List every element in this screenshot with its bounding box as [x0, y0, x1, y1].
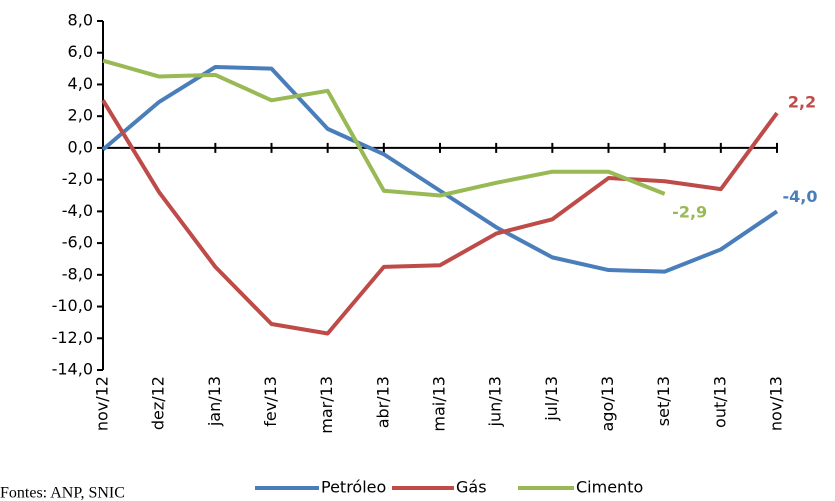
y-tick-label: 0,0 — [68, 137, 93, 156]
x-tick-label: fev/13 — [261, 376, 280, 427]
x-tick-label: set/13 — [654, 376, 673, 426]
y-tick-label: 4,0 — [68, 74, 93, 93]
x-tick-label: dez/12 — [149, 376, 168, 430]
source-note: Fontes: ANP, SNIC — [0, 485, 125, 501]
y-tick-label: 8,0 — [68, 11, 93, 30]
x-tick-label: jan/13 — [205, 376, 224, 427]
x-tick-label: out/13 — [710, 376, 729, 428]
legend-label: Gás — [456, 478, 487, 497]
x-tick-label: nov/13 — [767, 376, 786, 431]
y-tick-label: 6,0 — [68, 42, 93, 61]
value-label: -4,0 — [783, 187, 818, 206]
legend-label: Cimento — [576, 478, 643, 497]
y-tick-label: -8,0 — [62, 264, 93, 283]
y-tick-label: -12,0 — [52, 328, 93, 347]
x-tick-label: ago/13 — [598, 376, 617, 432]
x-tick-label: nov/12 — [93, 376, 112, 431]
x-tick-label: mar/13 — [317, 376, 336, 434]
y-tick-label: -4,0 — [62, 201, 93, 220]
legend-label: Petróleo — [321, 478, 386, 497]
x-tick-label: mai/13 — [430, 376, 449, 432]
x-tick-label: jul/13 — [542, 376, 561, 422]
y-tick-label: -6,0 — [62, 233, 93, 252]
series-line — [101, 65, 779, 274]
value-label: -2,9 — [672, 202, 707, 221]
y-tick-label: -14,0 — [52, 360, 93, 379]
x-tick-label: jun/13 — [486, 376, 505, 427]
y-tick-label: -10,0 — [52, 296, 93, 315]
series-line — [102, 58, 666, 198]
series-line — [101, 99, 779, 336]
value-label: 2,2 — [788, 93, 816, 112]
y-tick-label: -2,0 — [62, 169, 93, 188]
y-tick-label: 2,0 — [68, 106, 93, 125]
x-tick-label: abr/13 — [373, 376, 392, 428]
